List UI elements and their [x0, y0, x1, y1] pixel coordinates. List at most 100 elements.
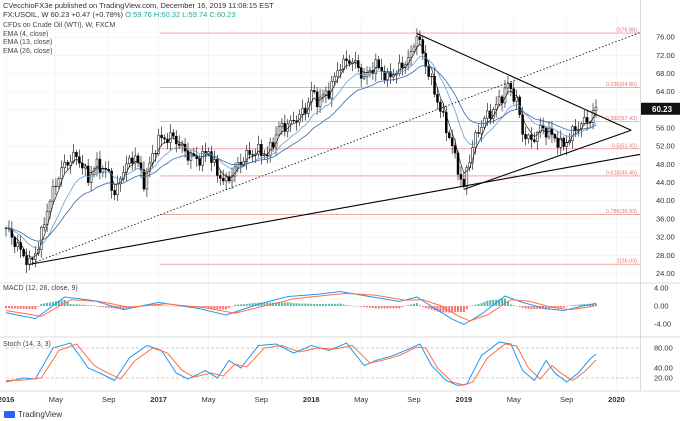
- macd-hist-142: [421, 306, 424, 308]
- candle-body-126: [374, 59, 378, 74]
- macd-hist-21: [66, 301, 69, 306]
- macd-hist-165: [489, 300, 492, 306]
- macd-hist-190: [562, 306, 565, 308]
- candle-body-129: [383, 71, 386, 80]
- candle-body-13: [42, 224, 46, 228]
- candle-body-97: [289, 120, 292, 125]
- legend-title: CFDs on Crude Oil (WTI), W, FXCM: [3, 22, 116, 29]
- macd-hist-127: [377, 306, 380, 309]
- stoch-tick-1: 40.00: [654, 364, 673, 373]
- price-tick-8: 56.00: [656, 124, 675, 133]
- macd-hist-22: [69, 304, 72, 306]
- candle-body-113: [336, 70, 339, 77]
- macd-hist-112: [333, 303, 336, 306]
- macd-hist-96: [286, 302, 289, 306]
- macd-hist-83: [248, 303, 251, 306]
- fib-label-4: 0.618(45.45): [606, 170, 637, 176]
- candle-body-119: [354, 60, 357, 63]
- macd-hist-79: [236, 304, 239, 306]
- candle-body-139: [412, 46, 416, 52]
- stoch-d-line: [5, 343, 597, 386]
- macd-hist-197: [583, 304, 586, 306]
- macd-hist-4: [16, 306, 19, 309]
- macd-hist-180: [533, 306, 536, 309]
- macd-hist-25: [78, 304, 81, 306]
- macd-hist-78: [233, 304, 236, 306]
- macd-hist-88: [263, 302, 266, 306]
- candle-body-102: [304, 107, 307, 114]
- time-tick-10: May: [507, 395, 521, 404]
- price-tick-12: 72.00: [656, 51, 675, 60]
- candle-body-157: [465, 167, 469, 187]
- candle-body-109: [324, 90, 328, 96]
- candle-body-56: [169, 132, 172, 143]
- candle-body-186: [550, 128, 554, 135]
- macd-hist-108: [322, 303, 324, 306]
- fib-label-5: 0.786(36.93): [606, 209, 637, 215]
- macd-hist-34: [104, 306, 107, 308]
- stoch-tick-0: 80.00: [654, 344, 673, 353]
- macd-tick-1: 0.00: [654, 302, 669, 311]
- candle-body-98: [292, 120, 295, 122]
- macd-hist-164: [486, 300, 489, 306]
- candle-body-19: [60, 167, 64, 179]
- trendline-2: [463, 129, 632, 190]
- candle-body-178: [527, 134, 530, 140]
- candle-body-153: [453, 145, 457, 154]
- candle-body-51: [154, 153, 157, 155]
- macd-hist-137: [407, 305, 410, 306]
- candle-body-167: [494, 103, 498, 110]
- macd-hist-11: [37, 306, 40, 307]
- macd-hist-181: [536, 306, 539, 309]
- candle-body-143: [424, 53, 427, 67]
- candle-body-67: [201, 151, 204, 166]
- macd-hist-5: [19, 306, 22, 309]
- candle-body-191: [565, 142, 568, 147]
- macd-hist-200: [592, 303, 595, 306]
- candle-body-108: [321, 94, 325, 98]
- price-axis: 24.00 28.00 32.00 36.00 40.00 44.00 48.00 52.00…: [641, 33, 680, 278]
- candle-body-8: [28, 257, 31, 266]
- macd-hist-173: [512, 305, 515, 306]
- macd-hist-166: [492, 299, 495, 306]
- macd-hist-176: [521, 306, 524, 308]
- fib-label-3: 0.5(51.42): [612, 143, 637, 149]
- macd-hist-42: [128, 306, 131, 308]
- trendline-1: [416, 32, 632, 131]
- macd-hist-113: [336, 303, 339, 306]
- macd-hist-33: [101, 306, 104, 308]
- macd-hist-10: [34, 306, 37, 310]
- candle-body-155: [459, 174, 463, 180]
- candle-body-193: [571, 126, 574, 141]
- macd-hist-169: [501, 298, 504, 306]
- macd-hist-133: [395, 306, 398, 309]
- macd-hist-99: [295, 303, 298, 306]
- price-tick-10: 64.00: [656, 87, 675, 96]
- macd-hist-109: [324, 303, 327, 306]
- macd-hist-28: [87, 305, 90, 306]
- candle-body-171: [506, 83, 510, 89]
- macd-hist-140: [415, 303, 418, 306]
- candle-body-152: [450, 137, 454, 146]
- candle-body-124: [368, 70, 372, 73]
- macd-hist-73: [219, 306, 222, 310]
- macd-hist-151: [448, 306, 451, 313]
- time-tick-6: 2018: [303, 395, 320, 404]
- last-price-tag: [641, 102, 680, 115]
- candle-body-24: [75, 151, 78, 158]
- macd-hist-81: [242, 304, 245, 306]
- candle-body-37: [113, 190, 116, 196]
- legend-ema4: EMA (4, close): [3, 30, 49, 38]
- fib-label-1: 0.236(64.86): [606, 82, 637, 88]
- macd-hist-125: [371, 306, 374, 309]
- macd-signal-line: [5, 292, 597, 322]
- price-tick-0: 24.00: [656, 269, 675, 278]
- macd-hist-87: [260, 302, 263, 306]
- indicator-legend: CFDs on Crude Oil (WTI), W, FXCM EMA (4,…: [3, 22, 115, 56]
- macd-hist-51: [154, 304, 157, 306]
- macd-hist-35: [107, 306, 110, 308]
- macd-hist-16: [51, 301, 54, 306]
- candle-body-172: [509, 83, 513, 89]
